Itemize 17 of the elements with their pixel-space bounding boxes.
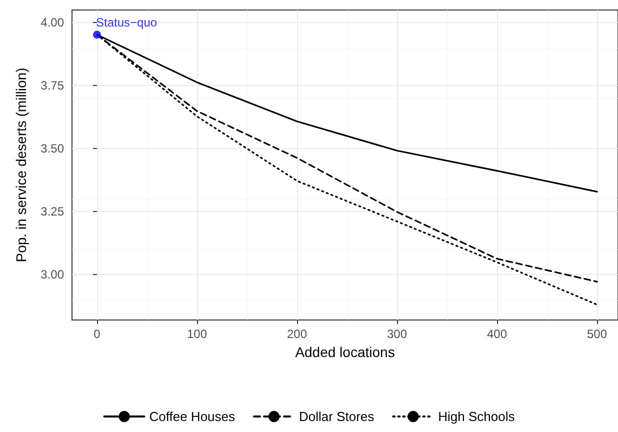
y-tick-label: 3.25 — [40, 204, 64, 219]
x-tick-label: 100 — [186, 327, 208, 341]
legend-label: Coffee Houses — [149, 409, 236, 424]
annotation: Status−quo — [96, 16, 158, 30]
legend-label: Dollar Stores — [299, 409, 375, 424]
x-tick-label: 0 — [94, 327, 101, 341]
y-axis-title: Pop. in service deserts (million) — [13, 68, 29, 262]
x-tick-label: 200 — [286, 327, 308, 341]
x-tick-label: 500 — [586, 327, 608, 341]
y-tick-label: 3.00 — [40, 268, 64, 282]
y-tick-label: 3.50 — [40, 142, 64, 156]
x-tick-label: 400 — [486, 327, 508, 341]
legend-label: High Schools — [438, 409, 516, 424]
x-tick-label: 300 — [386, 327, 408, 341]
x-axis-title: Added locations — [295, 344, 395, 360]
y-tick-label: 3.75 — [40, 78, 64, 93]
y-tick-label: 4.00 — [40, 16, 64, 30]
